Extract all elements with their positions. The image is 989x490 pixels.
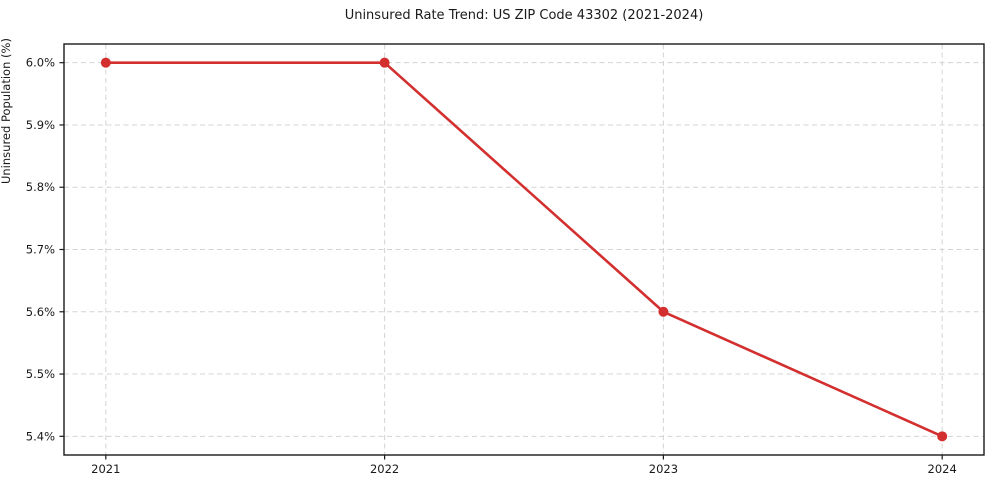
data-point-marker <box>937 431 948 442</box>
y-tick-label: 5.6% <box>26 305 55 319</box>
trend-line <box>104 61 944 438</box>
x-tick-label: 2023 <box>649 462 678 476</box>
y-tick-label: 5.9% <box>26 118 55 132</box>
plot-frame <box>63 43 985 456</box>
y-tick-label: 5.7% <box>26 243 55 257</box>
y-tick-label: 5.5% <box>26 367 55 381</box>
x-tick-label: 2024 <box>928 462 957 476</box>
x-tick-label: 2021 <box>91 462 120 476</box>
axis-ticks <box>59 62 943 460</box>
y-tick-label: 5.8% <box>26 180 55 194</box>
data-point-marker <box>658 306 669 317</box>
data-line <box>104 61 944 438</box>
data-point-marker <box>379 57 390 68</box>
x-tick-label: 2022 <box>370 462 399 476</box>
chart-title: Uninsured Rate Trend: US ZIP Code 43302 … <box>344 8 704 23</box>
y-tick-labels: 5.4% 5.5% 5.6% 5.7% 5.8% 5.9% 6.0% <box>26 56 55 444</box>
data-points <box>100 57 948 442</box>
axis-frame <box>63 43 985 456</box>
y-tick-label: 6.0% <box>26 56 55 70</box>
data-point-marker <box>100 57 111 68</box>
x-tick-labels: 2021 2022 2023 2024 <box>91 462 957 476</box>
y-tick-label: 5.4% <box>26 429 55 443</box>
